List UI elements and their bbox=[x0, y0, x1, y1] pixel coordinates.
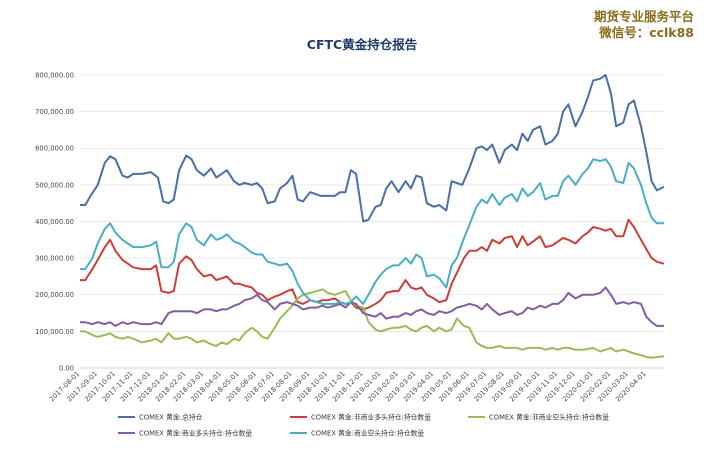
legend-label-3: COMEX 黄金:非商业空头持仓:持仓数量 bbox=[489, 412, 609, 421]
series-line-5 bbox=[80, 158, 664, 305]
legend: COMEX 黄金:总持仓 COMEX 黄金:非商业多头持仓:持仓数量 COMEX 黄… bbox=[118, 412, 609, 437]
watermark-line-2: 微信号：cclk88 bbox=[599, 25, 694, 40]
y-tick-label: 800,000.00 bbox=[35, 71, 74, 79]
y-tick-label: 700,000.00 bbox=[35, 108, 74, 116]
y-tick-label: 500,000.00 bbox=[35, 181, 74, 189]
y-tick-label: 600,000.00 bbox=[35, 145, 74, 153]
series-line-1 bbox=[80, 74, 665, 223]
x-axis-tick-labels: 2017-08-012017-09-012017-10-012017-11-01… bbox=[48, 370, 648, 404]
legend-label-1: COMEX 黄金:总持仓 bbox=[139, 412, 203, 421]
legend-label-5: COMEX 黄金:商业空头持仓:持仓数量 bbox=[311, 428, 424, 437]
y-tick-label: 200,000.00 bbox=[35, 291, 74, 299]
chart-title: CFTC黄金持仓报告 bbox=[307, 37, 418, 52]
legend-label-2: COMEX 黄金:非商业多头持仓:持仓数量 bbox=[311, 412, 431, 421]
y-tick-label: 0.00 bbox=[59, 364, 74, 372]
legend-label-4: COMEX 黄金:商业多头持仓:持仓数量 bbox=[139, 428, 252, 437]
series-line-3 bbox=[80, 288, 665, 359]
y-tick-label: 100,000.00 bbox=[35, 328, 74, 336]
series-line-4 bbox=[80, 286, 664, 327]
gridlines bbox=[80, 74, 664, 369]
y-axis-tick-labels: 0.00 100,000.00 200,000.00 300,000.00 400,00… bbox=[35, 71, 74, 372]
series-line-2 bbox=[80, 218, 665, 311]
watermark-line-1: 期货专业服务平台 bbox=[593, 9, 694, 24]
y-tick-label: 300,000.00 bbox=[35, 255, 74, 263]
y-tick-label: 400,000.00 bbox=[35, 218, 74, 226]
series-lines bbox=[80, 74, 665, 359]
